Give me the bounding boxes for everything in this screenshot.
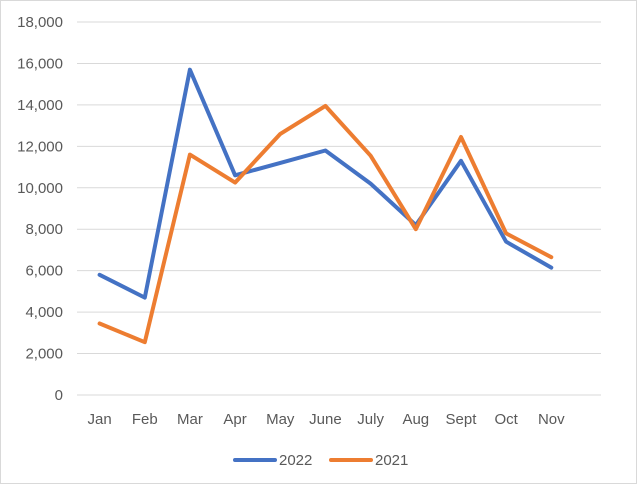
legend: 2022 2021 xyxy=(235,452,408,469)
x-tick-label: Aug xyxy=(402,411,429,428)
y-tick-label: 16,000 xyxy=(17,55,63,72)
legend-label-2022: 2022 xyxy=(279,452,312,469)
x-tick-label: Feb xyxy=(132,411,158,428)
y-tick-label: 14,000 xyxy=(17,97,63,114)
series-line-2021 xyxy=(100,106,552,342)
x-tick-label: Apr xyxy=(223,411,246,428)
y-tick-label: 10,000 xyxy=(17,180,63,197)
y-tick-label: 8,000 xyxy=(25,221,63,238)
x-tick-label: Mar xyxy=(177,411,203,428)
legend-label-2021: 2021 xyxy=(375,452,408,469)
gridlines xyxy=(77,22,601,395)
x-tick-label: Nov xyxy=(538,411,565,428)
x-axis: Jan Feb Mar Apr May June July Aug Sept Oct Nov xyxy=(87,411,565,428)
x-tick-label: Oct xyxy=(494,411,518,428)
x-tick-label: June xyxy=(309,411,342,428)
x-tick-label: Jan xyxy=(87,411,111,428)
plot-series xyxy=(99,70,551,343)
y-tick-label: 4,000 xyxy=(25,304,63,321)
y-tick-label: 12,000 xyxy=(17,138,63,155)
x-tick-label: July xyxy=(357,411,384,428)
y-axis: 0 2,000 4,000 6,000 8,000 10,000 12,000 14,000 1… xyxy=(17,14,63,404)
y-tick-label: 2,000 xyxy=(25,346,63,363)
y-tick-label: 0 xyxy=(55,387,63,404)
y-tick-label: 18,000 xyxy=(17,14,63,31)
x-tick-label: Sept xyxy=(446,411,478,428)
y-tick-label: 6,000 xyxy=(25,263,63,280)
x-tick-label: May xyxy=(266,411,295,428)
